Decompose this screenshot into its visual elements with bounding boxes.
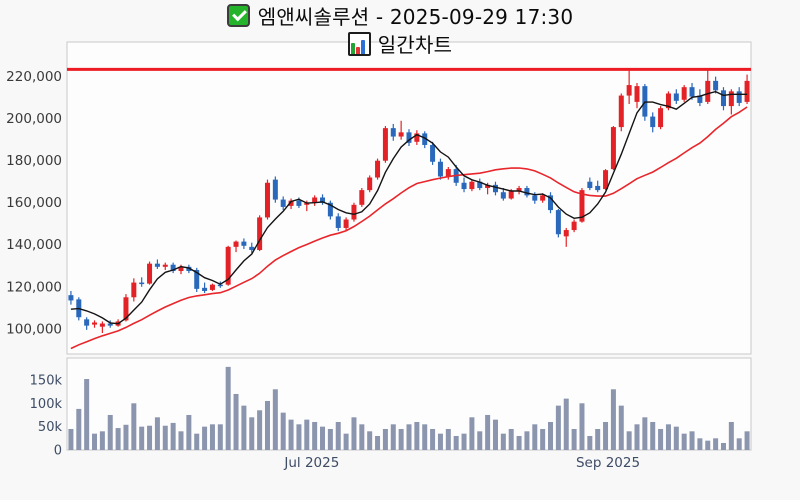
svg-text:140,000: 140,000 — [6, 237, 62, 253]
ma-short-line — [70, 90, 748, 325]
svg-text:180,000: 180,000 — [6, 153, 62, 169]
svg-text:200,000: 200,000 — [6, 111, 62, 127]
volume-bars — [68, 366, 750, 450]
chart-title: 엠앤씨솔루션 - 2025-09-29 17:30 — [257, 4, 574, 29]
date-axis-labels: Jul 2025 Sep 2025 — [283, 455, 640, 471]
svg-text:100k: 100k — [30, 397, 63, 412]
svg-text:Jul 2025: Jul 2025 — [283, 455, 339, 471]
svg-text:160,000: 160,000 — [6, 195, 62, 211]
svg-text:50k: 50k — [38, 420, 63, 435]
chart-subtitle-line: 일간차트 — [0, 30, 800, 57]
ma-long-line — [70, 106, 748, 350]
green-checkbox-icon — [226, 3, 250, 27]
chart-header: 엠앤씨솔루션 - 2025-09-29 17:30 일간차트 — [0, 0, 800, 57]
chart-subtitle: 일간차트 — [377, 33, 453, 57]
svg-text:220,000: 220,000 — [6, 69, 62, 85]
svg-text:150k: 150k — [30, 373, 63, 388]
bar-chart-icon — [347, 31, 371, 56]
svg-text:100,000: 100,000 — [6, 321, 62, 337]
price-plot-area — [66, 41, 752, 355]
svg-text:0: 0 — [54, 444, 62, 459]
chart-title-line: 엠앤씨솔루션 - 2025-09-29 17:30 — [0, 0, 800, 30]
svg-text:Sep 2025: Sep 2025 — [576, 455, 640, 471]
volume-axis-labels: 0 50k 100k 150k — [30, 373, 63, 458]
price-axis-labels: 100,000 120,000 140,000 160,000 180,000 200,0… — [6, 69, 62, 337]
svg-text:120,000: 120,000 — [6, 279, 62, 295]
